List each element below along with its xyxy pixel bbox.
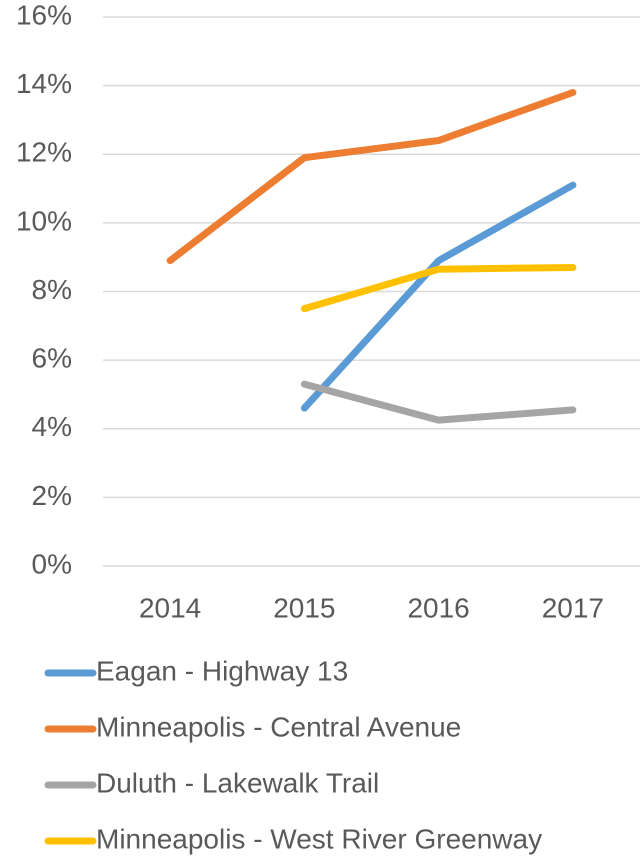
- series-line: [300, 263, 577, 313]
- y-tick-label: 14%: [16, 68, 72, 99]
- y-tick-label: 0%: [32, 548, 72, 579]
- y-tick-label: 12%: [16, 137, 72, 168]
- y-tick-label: 2%: [32, 480, 72, 511]
- x-tick-label: 2014: [139, 592, 201, 623]
- x-tick-label: 2016: [407, 592, 469, 623]
- legend-label: Minneapolis - West River Greenway: [96, 823, 542, 854]
- legend-label: Duluth - Lakewalk Trail: [96, 767, 379, 798]
- series-line: [166, 88, 577, 265]
- series-line: [300, 380, 577, 424]
- legend-label: Eagan - Highway 13: [96, 655, 348, 686]
- y-tick-label: 10%: [16, 205, 72, 236]
- y-tick-label: 4%: [32, 411, 72, 442]
- y-tick-label: 6%: [32, 343, 72, 374]
- series-line: [300, 181, 577, 412]
- x-tick-label: 2015: [273, 592, 335, 623]
- y-tick-label: 8%: [32, 274, 72, 305]
- legend-label: Minneapolis - Central Avenue: [96, 711, 461, 742]
- x-tick-label: 2017: [542, 592, 604, 623]
- y-tick-label: 16%: [16, 0, 72, 30]
